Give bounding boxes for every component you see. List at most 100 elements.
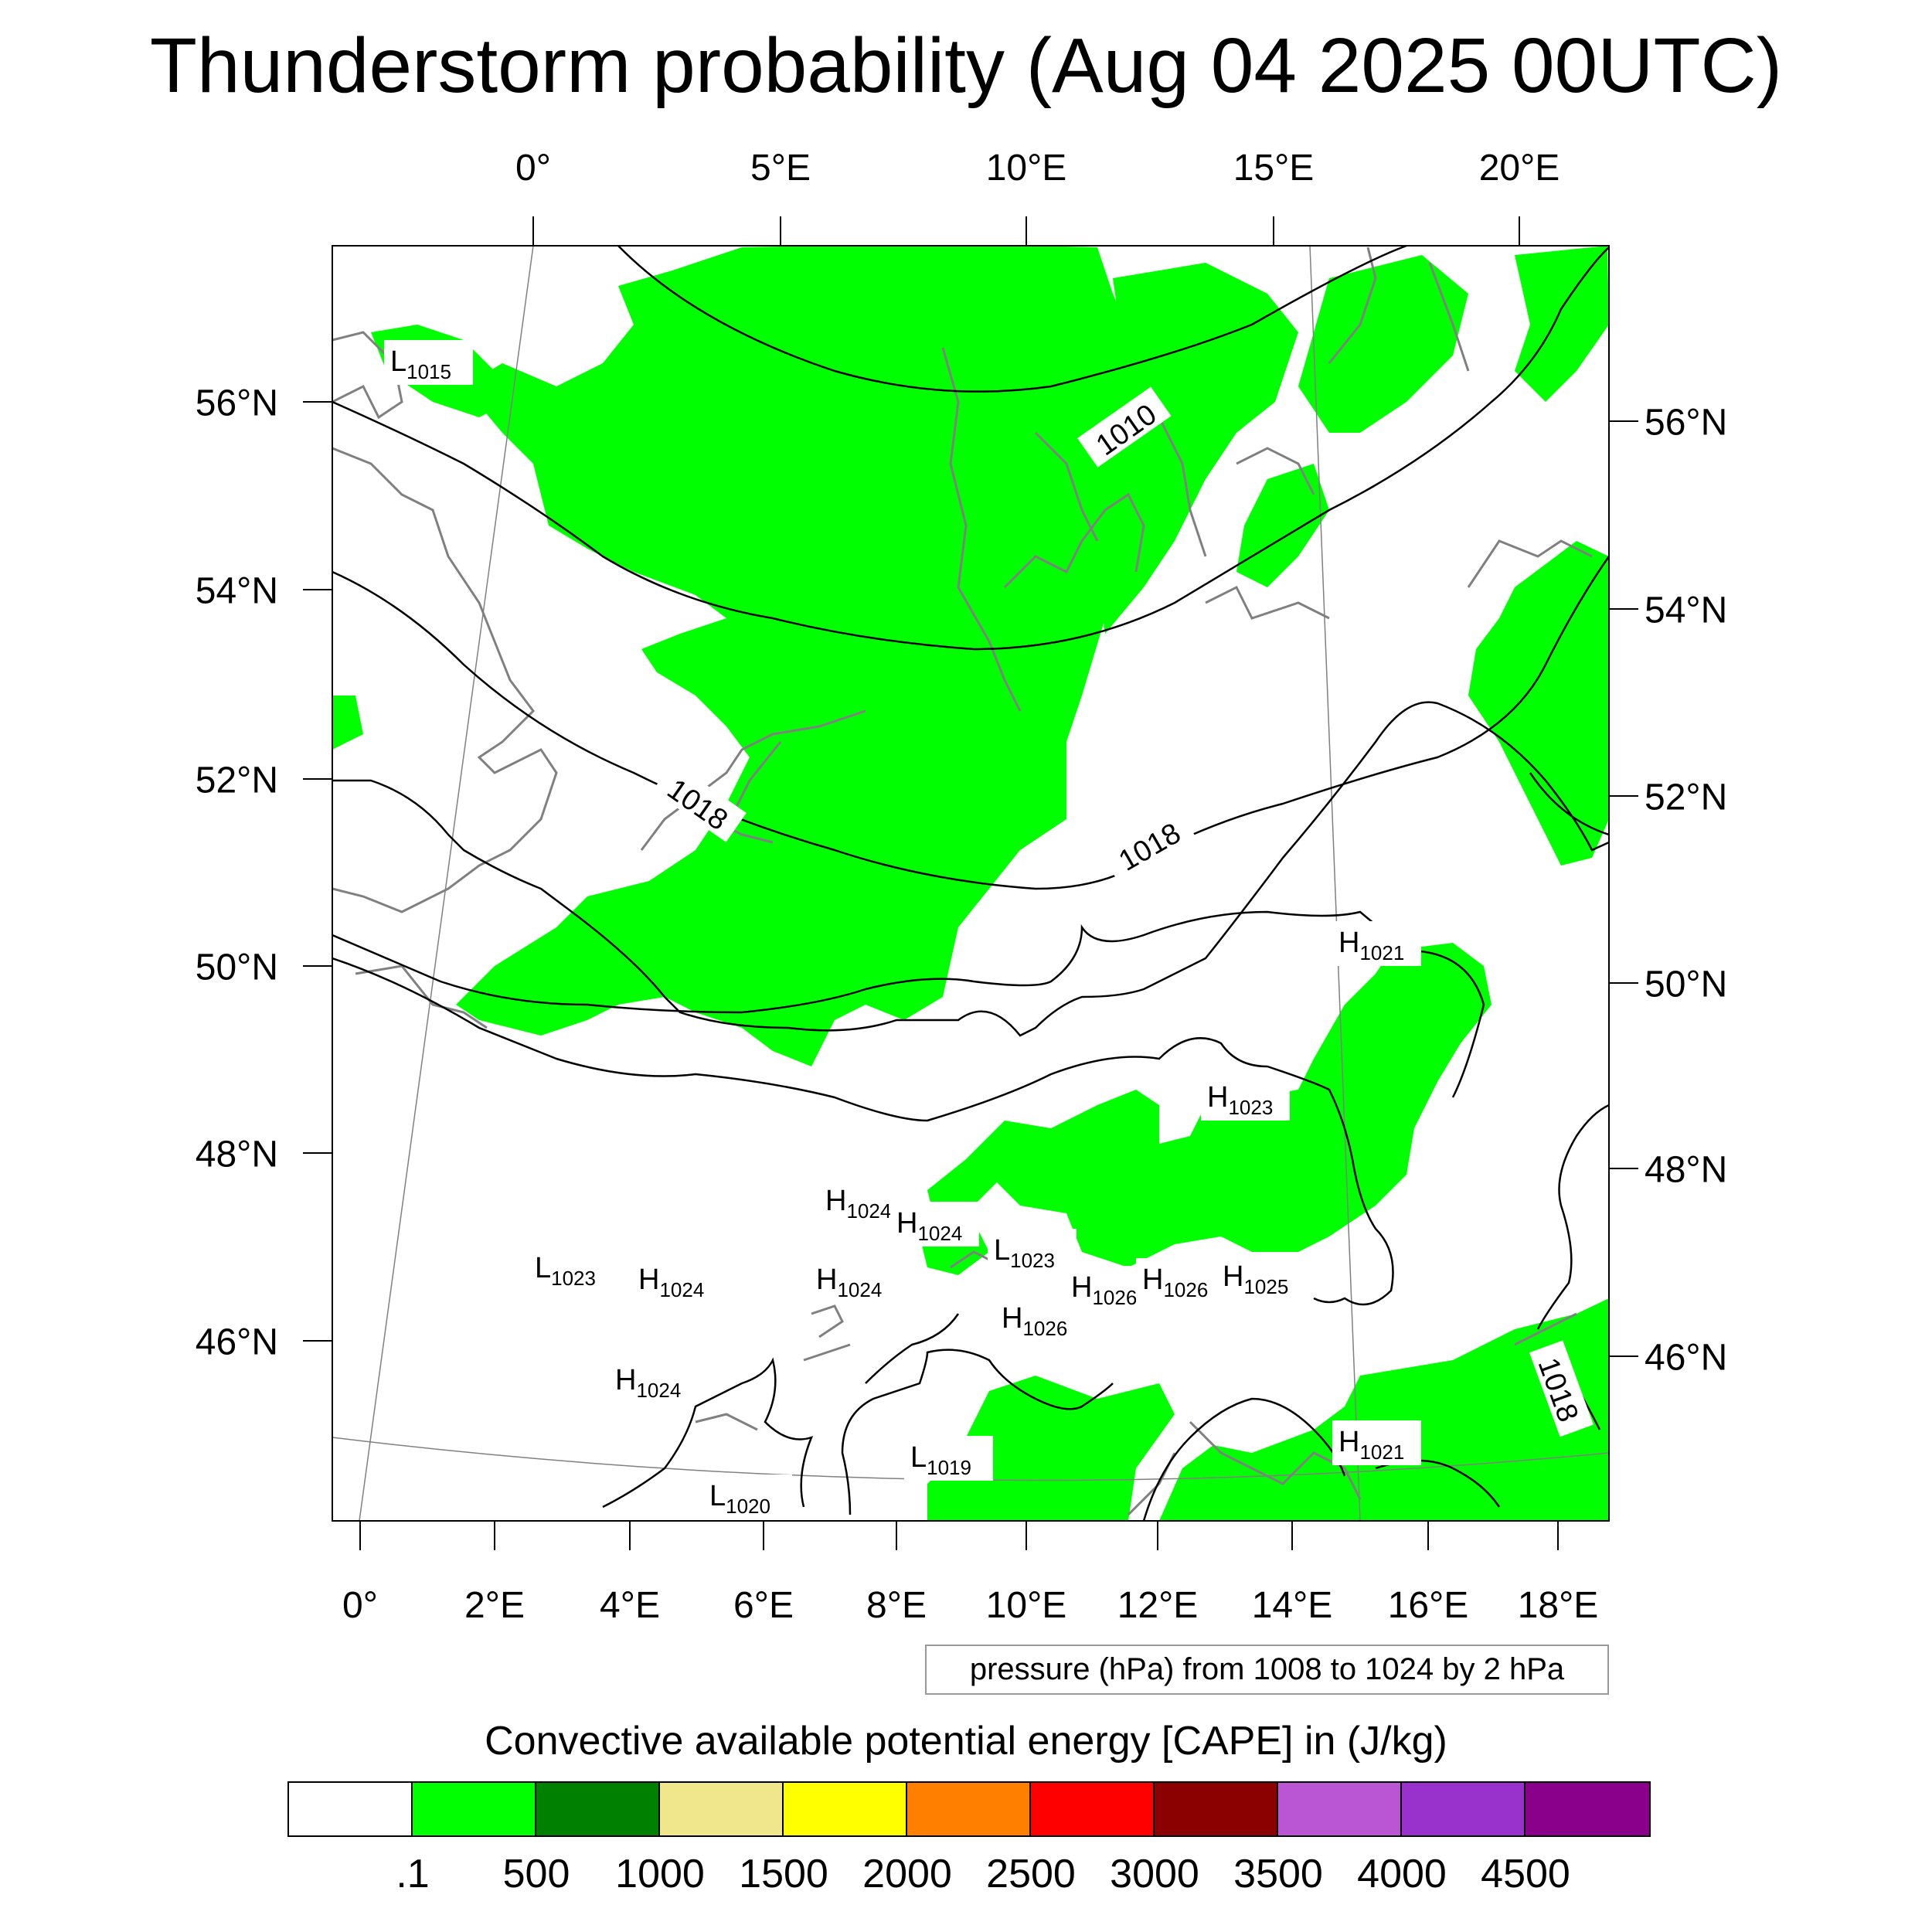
svg-text:L1023: L1023	[535, 1252, 596, 1290]
cape-area-north	[332, 246, 1609, 1066]
right-lat-label: 46°N	[1645, 1337, 1728, 1379]
coastlines	[332, 247, 1593, 1516]
bottom-lon-label: 12°E	[1117, 1585, 1199, 1626]
bottom-lon-label: 10°E	[985, 1585, 1067, 1626]
colorbar-swatch	[289, 1783, 413, 1835]
colorbar-swatch	[1402, 1783, 1526, 1835]
svg-text:H1026: H1026	[1002, 1302, 1067, 1340]
pressure-center-value: 1026	[1092, 1286, 1137, 1309]
pressure-centers: L1015 H1021 H1023 H1024 H1024 L1023 H102…	[384, 340, 1421, 1519]
svg-text:H1026: H1026	[1142, 1264, 1208, 1301]
pressure-center-value: 1020	[726, 1495, 770, 1518]
svg-text:H1025: H1025	[1223, 1260, 1288, 1298]
svg-text:H1021: H1021	[1338, 1426, 1404, 1464]
top-lon-label: 10°E	[985, 148, 1067, 189]
right-lat-label: 50°N	[1645, 964, 1728, 1005]
top-lon-label: 20°E	[1478, 148, 1560, 189]
pressure-center-letter: H	[816, 1264, 837, 1296]
pressure-center-value: 1021	[1359, 1440, 1404, 1464]
svg-text:L1020: L1020	[709, 1480, 770, 1518]
right-lat-label: 54°N	[1645, 590, 1728, 631]
bottom-lon-label: 2°E	[464, 1585, 525, 1626]
colorbar-swatch	[907, 1783, 1031, 1835]
tick-marks	[303, 216, 1638, 1550]
colorbar	[287, 1781, 1651, 1837]
colorbar-swatch	[784, 1783, 907, 1835]
colorbar-swatch	[536, 1783, 660, 1835]
pressure-center-letter: L	[390, 345, 406, 378]
svg-text:H1021: H1021	[1338, 927, 1404, 964]
pressure-center-letter: H	[1223, 1260, 1243, 1293]
pressure-center-value: 1026	[1163, 1278, 1208, 1301]
svg-text:H1024: H1024	[816, 1264, 882, 1301]
top-lon-label: 5°E	[750, 148, 811, 189]
colorbar-label: 1000	[615, 1852, 705, 1896]
right-lat-label: 48°N	[1645, 1149, 1728, 1191]
bottom-lon-label: 0°	[342, 1585, 378, 1626]
colorbar-label: 3000	[1110, 1852, 1199, 1896]
right-lat-label: 52°N	[1645, 777, 1728, 818]
pressure-center-value: 1024	[917, 1222, 962, 1245]
pressure-center-letter: H	[1338, 1426, 1359, 1458]
pressure-center-letter: L	[994, 1234, 1010, 1267]
pressure-center-value: 1019	[927, 1456, 971, 1479]
right-lat-label: 56°N	[1645, 402, 1728, 444]
colorbar-label: 1500	[739, 1852, 828, 1896]
pressure-center-letter: H	[825, 1185, 846, 1217]
svg-text:H1026: H1026	[1071, 1271, 1137, 1309]
pressure-center-letter: H	[615, 1364, 636, 1396]
colorbar-swatch	[413, 1783, 536, 1835]
pressure-center-value: 1023	[1228, 1096, 1273, 1119]
colorbar-label: 2500	[986, 1852, 1076, 1896]
colorbar-label: 2000	[862, 1852, 952, 1896]
top-lon-label: 15°E	[1233, 148, 1315, 189]
left-lat-label: 48°N	[195, 1134, 278, 1175]
pressure-center-value: 1026	[1022, 1317, 1067, 1340]
pressure-center-value: 1024	[837, 1278, 882, 1301]
left-lat-label: 46°N	[195, 1321, 278, 1363]
pressure-center-letter: H	[1338, 927, 1359, 959]
colorbar-label: 3500	[1233, 1852, 1323, 1896]
svg-text:L1023: L1023	[994, 1234, 1055, 1272]
svg-text:H1024: H1024	[896, 1207, 962, 1245]
left-lat-label: 54°N	[195, 570, 278, 612]
pressure-center-letter: L	[709, 1480, 726, 1512]
svg-text:H1024: H1024	[638, 1264, 704, 1301]
bottom-lon-label: 16°E	[1387, 1585, 1469, 1626]
colorbar-swatch	[1526, 1783, 1649, 1835]
pressure-center-letter: H	[1142, 1264, 1163, 1296]
pressure-center-value: 1024	[636, 1379, 681, 1402]
pressure-center-letter: H	[1207, 1081, 1228, 1114]
colorbar-label: 4000	[1357, 1852, 1447, 1896]
bottom-lon-label: 6°E	[733, 1585, 794, 1626]
map-title: Thunderstorm probability (Aug 04 2025 00…	[149, 22, 1783, 109]
colorbar-swatch	[1155, 1783, 1278, 1835]
svg-text:H1024: H1024	[825, 1185, 891, 1223]
pressure-center-letter: H	[1002, 1302, 1022, 1335]
colorbar-swatch	[1031, 1783, 1155, 1835]
bottom-lon-label: 14°E	[1251, 1585, 1333, 1626]
pressure-center-value: 1015	[406, 360, 451, 383]
colorbar-label: .1	[396, 1852, 430, 1896]
top-lon-label: 0°	[515, 148, 551, 189]
pressure-center-value: 1023	[551, 1267, 596, 1290]
pressure-center-letter: L	[535, 1252, 551, 1284]
left-lat-label: 52°N	[195, 760, 278, 801]
pressure-center-value: 1023	[1010, 1249, 1055, 1272]
pressure-center-value: 1024	[846, 1199, 891, 1223]
pressure-contour-note: pressure (hPa) from 1008 to 1024 by 2 hP…	[925, 1645, 1609, 1695]
colorbar-swatch	[1278, 1783, 1402, 1835]
colorbar-title: Convective available potential energy [C…	[485, 1719, 1447, 1764]
pressure-center-value: 1025	[1243, 1275, 1288, 1298]
svg-text:L1015: L1015	[390, 345, 451, 383]
bottom-lon-label: 8°E	[866, 1585, 927, 1626]
bottom-lon-label: 18°E	[1517, 1585, 1599, 1626]
pressure-center-letter: L	[910, 1441, 927, 1474]
colorbar-label: 500	[502, 1852, 570, 1896]
pressure-center-letter: H	[638, 1264, 659, 1296]
colorbar-label: 4500	[1481, 1852, 1570, 1896]
left-lat-label: 56°N	[195, 383, 278, 424]
pressure-center-letter: H	[896, 1207, 917, 1240]
isobars	[332, 246, 1609, 1521]
